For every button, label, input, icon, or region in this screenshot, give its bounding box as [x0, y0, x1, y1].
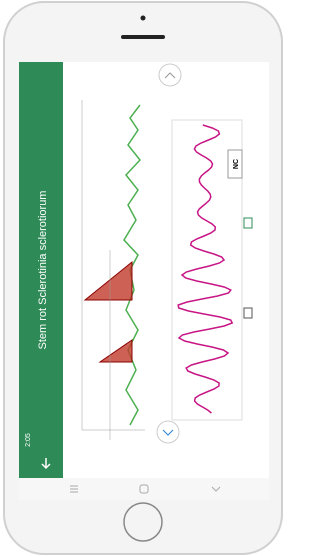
speaker — [121, 35, 165, 39]
chart-label: NC — [233, 159, 240, 169]
phone-screenshot: Stem rot Sclerotinia sclerotiorum 2:05 N… — [0, 0, 286, 556]
camera — [141, 16, 146, 21]
nav-bar — [19, 478, 269, 500]
status-time: 2:05 — [25, 433, 32, 447]
scroll-up[interactable] — [159, 64, 181, 86]
scroll-down[interactable] — [157, 421, 179, 443]
page: Stem rot Sclerotinia sclerotiorum 2:05 N… — [0, 0, 286, 556]
header-title: Stem rot Sclerotinia sclerotiorum — [37, 191, 49, 350]
